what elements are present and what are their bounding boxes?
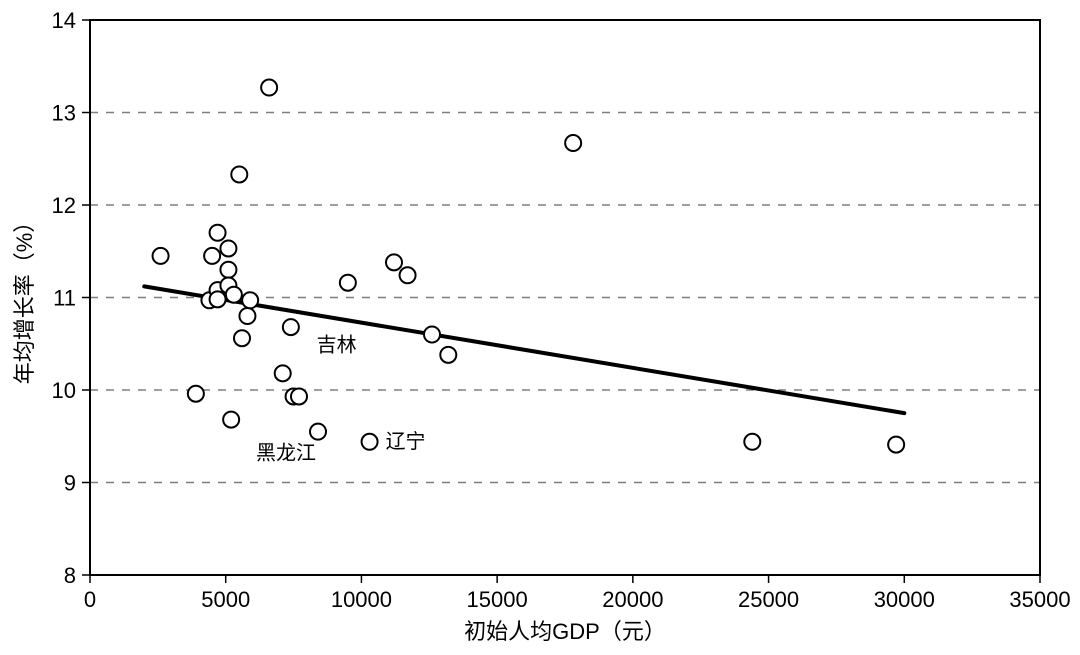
data-point: [283, 319, 299, 335]
data-point: [291, 388, 307, 404]
point-label: 黑龙江: [256, 442, 316, 465]
x-tick-label: 25000: [738, 587, 799, 612]
y-axis-label: 年均增长率（%）: [12, 211, 37, 385]
data-point: [400, 267, 416, 283]
data-point: [386, 254, 402, 270]
x-axis-label: 初始人均GDP（元）: [464, 619, 666, 644]
x-tick-label: 35000: [1009, 587, 1070, 612]
data-point: [210, 225, 226, 241]
chart-svg: 0 5000 10000 15000 20000 25000 30000 35000 8 9 10 1…: [0, 0, 1080, 655]
x-tick-label: 10000: [331, 587, 392, 612]
point-label: 吉林: [317, 334, 357, 357]
data-point: [242, 292, 258, 308]
y-tick-label: 14: [52, 8, 76, 33]
y-tick-label: 11: [53, 286, 76, 311]
data-point: [424, 327, 440, 343]
data-point: [220, 240, 236, 256]
data-point: [340, 275, 356, 291]
x-tick-label: 20000: [602, 587, 663, 612]
data-point: [261, 80, 277, 96]
y-tick-label: 13: [52, 101, 76, 126]
y-tick-label: 8: [64, 563, 76, 588]
data-point: [188, 386, 204, 402]
data-point: [226, 287, 242, 303]
x-tick-label: 30000: [874, 587, 935, 612]
point-label: 辽宁: [386, 430, 426, 453]
scatter-chart: 0 5000 10000 15000 20000 25000 30000 35000 8 9 10 1…: [0, 0, 1080, 655]
data-point: [210, 291, 226, 307]
x-tick-label: 0: [84, 587, 96, 612]
data-point: [231, 166, 247, 182]
data-point: [220, 262, 236, 278]
data-point: [204, 248, 220, 264]
data-point: [153, 248, 169, 264]
data-point: [362, 434, 378, 450]
data-point: [234, 330, 250, 346]
data-point: [310, 424, 326, 440]
x-tick-label: 5000: [201, 587, 250, 612]
data-point: [744, 434, 760, 450]
data-point: [275, 365, 291, 381]
x-tick-label: 15000: [467, 587, 528, 612]
data-point: [440, 347, 456, 363]
data-point: [239, 308, 255, 324]
y-tick-label: 10: [52, 378, 76, 403]
y-tick-label: 9: [64, 471, 76, 496]
data-point: [565, 135, 581, 151]
y-tick-label: 12: [52, 193, 76, 218]
data-point: [888, 437, 904, 453]
data-point: [223, 412, 239, 428]
